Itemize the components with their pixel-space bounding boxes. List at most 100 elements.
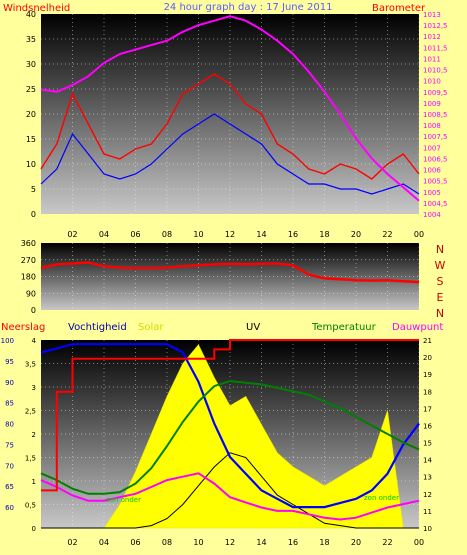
baro-y-tick: 1013 (423, 11, 441, 19)
x-tick-label: 14 (256, 230, 266, 239)
wind-y-tick: 0 (31, 210, 36, 219)
x-tick-label: 16 (288, 230, 298, 239)
rain-y-tick: 0,5 (25, 502, 36, 510)
vochtigheid-label: Vochtigheid (68, 322, 127, 333)
baro-y-tick: 1008 (423, 122, 441, 130)
barometer-series (40, 15, 420, 202)
baro-y-tick: 1010,5 (423, 67, 448, 75)
direction-y-tick: 360 (21, 239, 36, 248)
temp-y-tick: 18 (423, 388, 432, 396)
uv-label: UV (246, 322, 260, 333)
wind-y-tick: 15 (26, 135, 36, 144)
rain-humidity-temp-panel: 606570758085909510000,511,522,533,541011… (1, 337, 433, 547)
temp-y-tick: 21 (423, 337, 432, 345)
baro-y-tick: 1007 (423, 144, 441, 152)
uv-series (41, 452, 419, 529)
x-tick-label: 18 (319, 230, 329, 239)
dauwpunt-label: Dauwpunt (392, 322, 443, 333)
x-tick-label: 04 (99, 230, 109, 239)
baro-y-tick: 1009 (423, 100, 441, 108)
humidity-series (40, 343, 420, 509)
x-tick-label: 22 (382, 230, 392, 239)
humidity-y-tick: 75 (5, 441, 14, 449)
humidity-y-tick: 90 (5, 379, 14, 387)
rain-y-tick: 3,5 (25, 361, 36, 369)
x-tick-label: 20 (351, 538, 361, 547)
compass-n-top: N (436, 243, 444, 256)
temp-y-tick: 12 (423, 491, 432, 499)
temp-y-tick: 11 (423, 508, 432, 516)
compass-s: S (437, 275, 444, 288)
temp-y-tick: 10 (423, 525, 432, 533)
rain-y-tick: 4 (32, 337, 37, 345)
baro-y-tick: 1011,5 (423, 44, 448, 52)
direction-y-tick: 90 (26, 289, 36, 298)
wind-y-tick: 25 (26, 85, 36, 94)
wind-y-tick: 30 (26, 60, 36, 69)
x-tick-label: 06 (130, 230, 140, 239)
x-tick-label: 12 (225, 538, 235, 547)
zon-onder-right: zon onder (364, 494, 399, 502)
baro-y-tick: 1006,5 (423, 155, 448, 163)
neerslag-label: Neerslag (1, 322, 45, 333)
baro-y-tick: 1012 (423, 33, 441, 41)
temp-y-tick: 15 (423, 440, 432, 448)
temp-y-tick: 20 (423, 354, 432, 362)
wind-y-tick: 35 (26, 35, 36, 44)
humidity-y-tick: 80 (5, 421, 14, 429)
x-tick-label: 04 (99, 538, 109, 547)
x-tick-label: 12 (225, 230, 235, 239)
x-tick-label: 00 (414, 230, 424, 239)
windsnelheid-label: Windsnelheid (3, 3, 70, 14)
baro-y-tick: 1005 (423, 189, 441, 197)
x-tick-label: 08 (162, 538, 172, 547)
humidity-y-tick: 60 (5, 504, 14, 512)
solar-label: Solar (138, 322, 164, 333)
wind-y-tick: 20 (26, 110, 36, 119)
rain-y-tick: 1,5 (25, 455, 36, 463)
zon-onder-left: zon onder (106, 496, 141, 504)
x-tick-label: 02 (67, 230, 77, 239)
dewpoint-series (40, 472, 420, 521)
direction-y-tick: 180 (21, 273, 36, 282)
x-tick-label: 22 (382, 538, 392, 547)
x-tick-label: 10 (193, 538, 203, 547)
direction-y-tick: 270 (21, 256, 36, 265)
x-tick-label: 06 (130, 538, 140, 547)
temp-y-tick: 13 (423, 474, 432, 482)
compass-labels: N W S E N (435, 243, 446, 320)
wind-direction-plot-area (41, 243, 419, 310)
baro-y-tick: 1005,5 (423, 178, 448, 186)
temperatuur-label: Temperatuur (311, 322, 377, 333)
compass-e: E (437, 291, 444, 304)
rain-y-tick: 1 (32, 478, 36, 486)
baro-y-tick: 1008,5 (423, 111, 448, 119)
rain-y-tick: 2 (32, 431, 36, 439)
wind-gust-series (40, 73, 420, 180)
wind-average-series (40, 113, 420, 195)
wind-y-tick: 40 (26, 10, 36, 19)
baro-y-tick: 1007,5 (423, 133, 448, 141)
baro-y-tick: 1011 (423, 55, 441, 63)
wind-pressure-panel: 051015202530354010041004,510051005,51006… (26, 10, 448, 239)
humidity-y-tick: 70 (5, 462, 14, 470)
wind-direction-series (40, 261, 420, 284)
humidity-y-tick: 65 (5, 483, 14, 491)
x-tick-label: 16 (288, 538, 298, 547)
temp-y-tick: 17 (423, 405, 432, 413)
graph-title: 24 hour graph day : 17 June 2011 (164, 2, 333, 13)
barometer-label: Barometer (372, 3, 426, 14)
baro-y-tick: 1012,5 (423, 22, 448, 30)
humidity-y-tick: 95 (5, 358, 14, 366)
x-tick-label: 08 (162, 230, 172, 239)
humidity-y-tick: 100 (1, 337, 14, 345)
baro-y-tick: 1010 (423, 78, 441, 86)
baro-y-tick: 1004,5 (423, 200, 448, 208)
wind-y-tick: 5 (31, 185, 36, 194)
wind-y-tick: 10 (26, 160, 36, 169)
x-tick-label: 18 (319, 538, 329, 547)
direction-y-tick: 0 (31, 306, 36, 315)
rain-y-tick: 0 (32, 525, 36, 533)
x-tick-label: 02 (67, 538, 77, 547)
